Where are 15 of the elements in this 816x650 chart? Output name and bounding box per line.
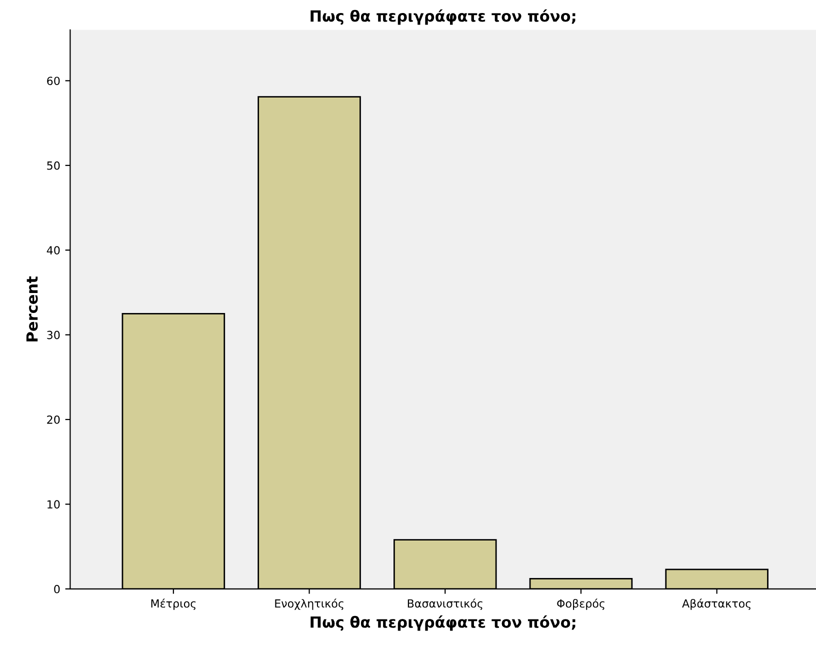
- x-axis-title: Πως θα περιγράφατε τον πόνο;: [310, 615, 576, 631]
- y-tick-label: 40: [46, 246, 60, 254]
- x-tick-label: Βασανιστικός: [408, 598, 482, 610]
- x-tick-label: Φοβερός: [557, 598, 604, 610]
- y-tick-label: 10: [48, 500, 60, 509]
- x-tick-label: Αβάστακτος: [682, 598, 751, 610]
- y-tick-label: 0: [54, 584, 60, 594]
- y-tick-label: 60: [47, 76, 60, 86]
- y-tick-label: 30: [47, 330, 60, 340]
- x-tick-label: Ενοχλητικός: [275, 598, 344, 610]
- chart-title: Πως θα περιγράφατε τον πόνο;: [310, 9, 576, 25]
- y-tick-label: 50: [47, 161, 60, 170]
- y-axis-title: Percent: [26, 276, 38, 342]
- y-tick-label: 20: [47, 415, 60, 424]
- x-tick-label: Μέτριος: [151, 598, 196, 610]
